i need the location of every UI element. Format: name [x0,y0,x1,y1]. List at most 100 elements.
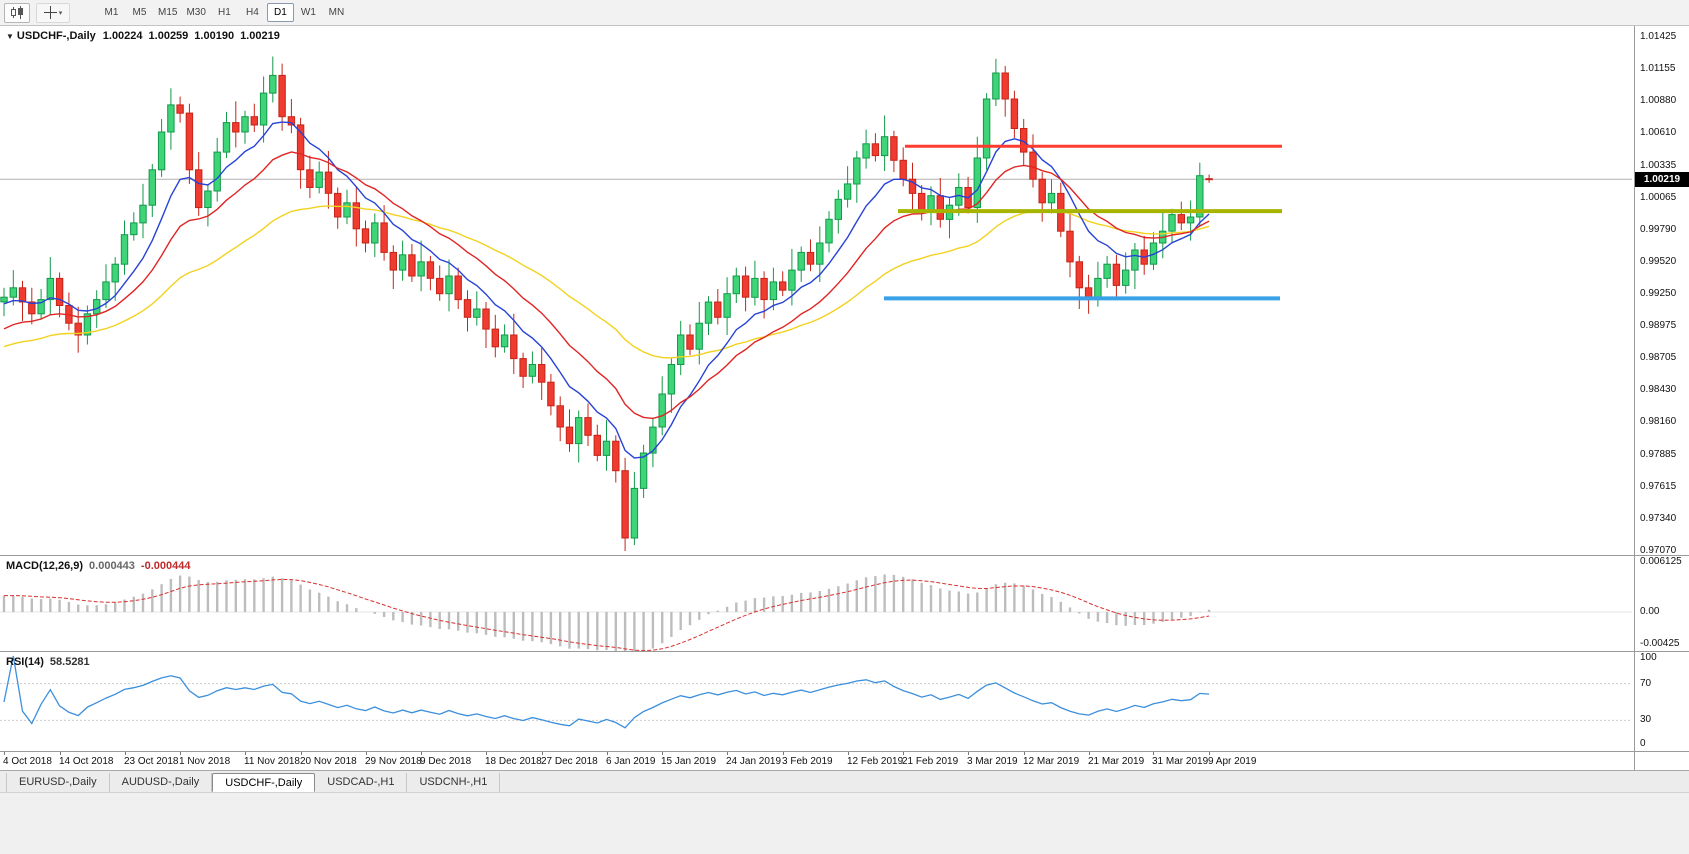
date-tick [662,752,663,755]
date-axis-label: 24 Jan 2019 [726,756,782,767]
slow-ma-yellow [3,205,1210,359]
macd-axis-label: 0.00 [1640,605,1660,617]
top-toolbar: ▾ M1 M5 M15 M30 H1 H4 D1 W1 MN [0,0,1689,26]
date-tick [301,752,302,755]
date-tick [727,752,728,755]
price-axis-label: 1.00880 [1640,95,1677,107]
timeframe-button-m5[interactable]: M5 [126,3,153,22]
date-tick [783,752,784,755]
date-axis-label: 3 Mar 2019 [967,756,1018,767]
date-tick [1089,752,1090,755]
date-axis-label: 14 Oct 2018 [59,756,114,767]
timeframe-button-m1[interactable]: M1 [98,3,125,22]
price-axis-label: 1.00065 [1640,191,1677,203]
rsi-axis-label: 70 [1640,677,1652,689]
date-axis-label: 12 Mar 2019 [1023,756,1080,767]
date-tick [848,752,849,755]
date-tick [968,752,969,755]
cursor-tool-button[interactable]: ▾ [36,2,70,23]
timeframe-button-m30[interactable]: M30 [182,3,209,22]
date-axis-label: 29 Nov 2018 [365,756,422,767]
timeframe-button-h1[interactable]: H1 [211,3,238,22]
rsi-pane[interactable]: RSI(14) 58.5281 100 70 30 0 [0,652,1689,752]
macd-title: MACD(12,26,9) 0.000443 -0.000444 [6,560,196,572]
chart-tab-usdcnh-h1[interactable]: USDCNH-,H1 [407,773,501,792]
date-axis-label: 31 Mar 2019 [1152,756,1209,767]
rsi-chart[interactable] [0,652,1632,751]
date-axis-label: 12 Feb 2019 [847,756,904,767]
date-tick [245,752,246,755]
price-axis-label: 1.01425 [1640,31,1677,42]
timeframe-button-w1[interactable]: W1 [295,3,322,22]
chart-tab-eurusd-daily[interactable]: EURUSD-,Daily [6,773,110,792]
macd-chart[interactable] [0,556,1632,651]
chart-tab-audusd-daily[interactable]: AUDUSD-,Daily [110,773,213,792]
quote-close: 1.00219 [240,30,280,42]
date-axis-label: 11 Nov 2018 [244,756,300,767]
date-axis-label: 15 Jan 2019 [661,756,717,767]
price-axis-label: 1.01155 [1640,62,1676,74]
date-axis-label: 3 Feb 2019 [782,756,833,767]
rsi-axis-label: 30 [1640,714,1652,726]
macd-axis-label: -0.00425 [1640,638,1680,649]
date-axis-label: 18 Dec 2018 [485,756,542,767]
timeframe-button-m15[interactable]: M15 [154,3,181,22]
macd-pane[interactable]: MACD(12,26,9) 0.000443 -0.000444 0.00612… [0,556,1689,652]
rsi-axis-label: 100 [1640,652,1657,663]
timeframe-button-d1[interactable]: D1 [266,3,294,22]
chart-title: ▼ USDCHF-,Daily 1.00224 1.00259 1.00190 … [6,30,286,42]
rsi-title: RSI(14) 58.5281 [6,656,96,668]
date-axis-label: 1 Nov 2018 [179,756,231,767]
rsi-value: 58.5281 [49,656,90,668]
candlestick-chart[interactable] [0,26,1632,555]
bottom-spacer [0,792,1689,854]
date-tick [1209,752,1210,755]
crosshair-icon [43,6,57,19]
price-axis-label: 1.00335 [1640,159,1677,171]
candlestick-icon [11,6,23,19]
date-axis-label: 20 Nov 2018 [300,756,357,767]
fast-ma-blue [3,121,1210,459]
date-tick [1024,752,1025,755]
macd-signal-line [4,578,1210,651]
price-axis-label: 0.97340 [1640,513,1677,525]
date-axis[interactable]: 4 Oct 2018 14 Oct 2018 23 Oct 2018 1 Nov 20… [0,752,1689,770]
collapse-arrow-icon[interactable]: ▼ [6,32,14,41]
price-axis-label: 0.97885 [1640,448,1677,460]
macd-label: MACD(12,26,9) [6,560,84,572]
price-axis-separator [1634,26,1635,770]
price-axis-label: 0.98430 [1640,384,1677,396]
quote-high: 1.00259 [148,30,189,42]
timeframe-button-h4[interactable]: H4 [239,3,266,22]
chart-tab-usdcad-h1[interactable]: USDCAD-,H1 [315,773,408,792]
price-axis-label: 0.99250 [1640,287,1677,299]
timeframe-button-mn[interactable]: MN [323,3,350,22]
macd-value-signal: -0.000444 [140,560,191,572]
price-axis-label: 1.00610 [1640,127,1677,139]
price-axis-label: 0.97070 [1640,545,1677,556]
date-tick [421,752,422,755]
chart-tab-usdchf-daily[interactable]: USDCHF-,Daily [212,773,316,792]
date-tick [4,752,5,755]
date-tick [1153,752,1154,755]
date-tick [903,752,904,755]
chart-type-button[interactable] [4,2,30,23]
candles [0,56,1213,551]
rsi-line [3,655,1210,729]
quote-low: 1.00190 [194,30,235,42]
price-axis-label: 0.97615 [1640,480,1677,492]
date-tick [607,752,608,755]
date-tick [366,752,367,755]
date-axis-label: 21 Feb 2019 [902,756,959,767]
date-tick [180,752,181,755]
macd-value-main: 0.000443 [89,560,135,572]
date-axis-label: 27 Dec 2018 [541,756,598,767]
date-axis-label: 9 Dec 2018 [420,756,472,767]
medium-ma-red [3,151,1210,420]
date-axis-label: 21 Mar 2019 [1088,756,1145,767]
price-chart-pane[interactable]: ▼ USDCHF-,Daily 1.00224 1.00259 1.00190 … [0,26,1689,556]
date-axis-label: 23 Oct 2018 [124,756,179,767]
chart-area: ▼ USDCHF-,Daily 1.00224 1.00259 1.00190 … [0,26,1689,770]
rsi-axis-label: 0 [1640,738,1646,749]
